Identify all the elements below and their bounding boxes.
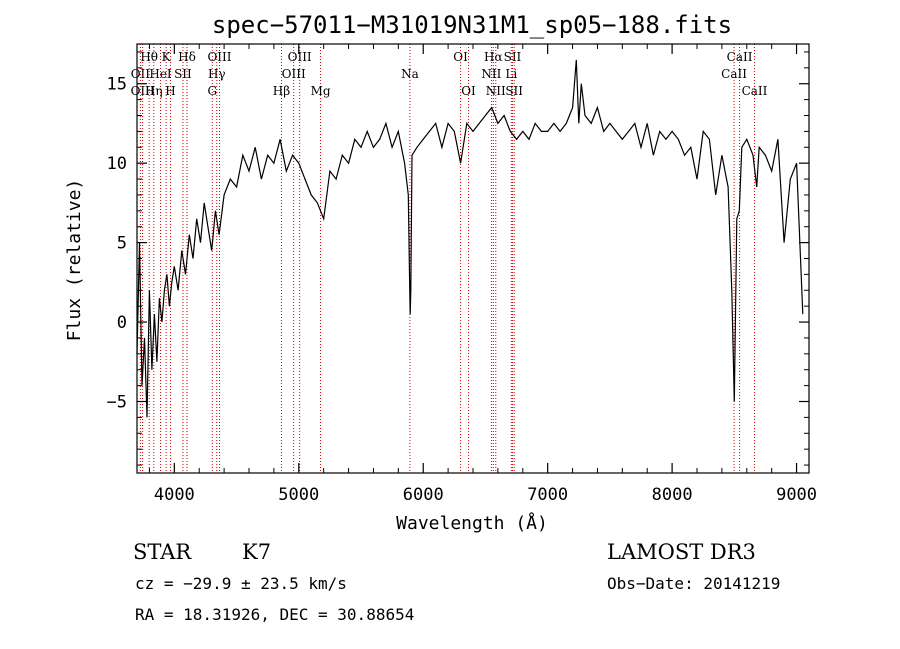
object-class: STAR <box>133 540 192 564</box>
marker-label-13: OIII <box>288 50 312 64</box>
redshift-cz: cz = −29.9 ± 23.5 km/s <box>135 574 347 593</box>
marker-label-20: NII <box>481 67 501 81</box>
marker-label-25: CaII <box>727 50 753 64</box>
survey-name: LAMOST DR3 <box>607 540 756 564</box>
object-subclass: K7 <box>242 540 271 564</box>
x-tick-label-0: 4000 <box>154 485 195 505</box>
marker-label-4: HeI <box>149 67 172 81</box>
marker-label-18: OI <box>461 84 476 98</box>
ra-dec: RA = 18.31926, DEC = 30.88654 <box>135 605 414 624</box>
spectrum-line <box>136 59 804 418</box>
marker-label-27: CaII <box>742 84 768 98</box>
x-tick-label-4: 8000 <box>652 485 693 505</box>
marker-label-8: Hδ <box>178 50 196 64</box>
y-tick-label-3: 10 <box>107 154 127 174</box>
x-tick-label-1: 5000 <box>278 485 319 505</box>
marker-label-24: SII <box>505 84 523 98</box>
marker-label-3: Hη <box>145 84 163 98</box>
emission-line-markers <box>139 44 755 473</box>
marker-label-22: SII <box>504 50 522 64</box>
marker-label-17: OI <box>453 50 468 64</box>
marker-label-26: CaII <box>721 67 747 81</box>
marker-label-19: Hα <box>484 50 503 64</box>
y-tick-label-2: 5 <box>117 234 127 254</box>
x-axis-ticks: 4000 5000 6000 7000 8000 9000 <box>148 44 817 505</box>
marker-label-10: Hγ <box>208 67 226 81</box>
marker-label-11: G <box>207 84 217 98</box>
marker-label-14: OIII <box>282 67 306 81</box>
x-tick-label-5: 9000 <box>776 485 817 505</box>
marker-label-1: OII <box>131 67 151 81</box>
y-axis-label: Flux (relative) <box>64 179 85 342</box>
x-tick-label-3: 7000 <box>527 485 568 505</box>
marker-label-12: Hβ <box>273 84 290 98</box>
marker-label-5: K <box>162 50 172 64</box>
y-tick-label-1: 0 <box>117 313 127 333</box>
marker-label-7: H <box>165 84 175 98</box>
y-tick-label-4: 15 <box>107 75 127 95</box>
marker-label-16: Na <box>401 67 419 81</box>
marker-label-23: Li <box>505 67 517 81</box>
marker-label-0: Hθ <box>140 50 158 64</box>
y-tick-label-0: −5 <box>107 393 127 413</box>
marker-label-15: Mg <box>311 84 331 98</box>
x-axis-label: Wavelength (Å) <box>396 512 548 534</box>
chart-title: spec−57011−M31019N31M1_sp05−188.fits <box>212 11 732 39</box>
marker-label-9: OIII <box>207 50 231 64</box>
marker-label-21: NII <box>486 84 506 98</box>
marker-label-6: SII <box>174 67 192 81</box>
y-axis-ticks: −5 0 5 10 15 <box>107 51 809 466</box>
x-tick-label-2: 6000 <box>403 485 444 505</box>
obs-date: Obs−Date: 20141219 <box>607 574 780 593</box>
plot-frame <box>136 43 810 474</box>
